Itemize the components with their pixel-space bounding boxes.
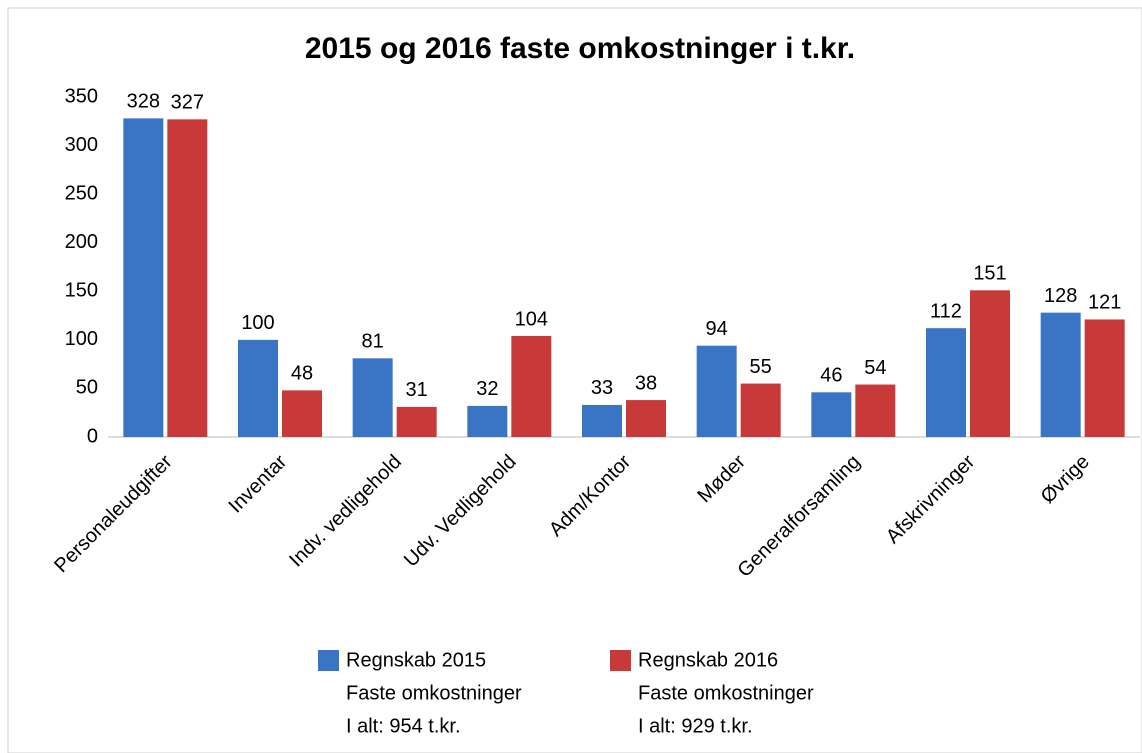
value-label: 38 bbox=[635, 372, 657, 394]
x-tick-label: Personaleudgifter bbox=[50, 450, 177, 577]
x-tick-label: Udv. Vedligehold bbox=[400, 451, 521, 572]
y-tick-label: 350 bbox=[65, 85, 98, 107]
y-tick-label: 200 bbox=[65, 231, 98, 253]
bar bbox=[352, 358, 393, 437]
bar bbox=[282, 390, 322, 437]
value-label: 121 bbox=[1088, 292, 1121, 314]
chart-frame bbox=[7, 7, 1142, 753]
value-label: 328 bbox=[127, 91, 160, 113]
bar bbox=[1084, 319, 1125, 437]
bar bbox=[626, 400, 666, 437]
value-label: 31 bbox=[406, 379, 428, 401]
value-label: 48 bbox=[291, 363, 313, 385]
legend-note: Faste omkostninger bbox=[638, 682, 814, 704]
value-label: 94 bbox=[706, 318, 728, 340]
x-tick-label: Øvrige bbox=[1037, 451, 1094, 508]
bar bbox=[396, 406, 437, 437]
bar bbox=[811, 392, 852, 437]
value-label: 151 bbox=[973, 263, 1006, 285]
y-tick-label: 150 bbox=[65, 280, 98, 302]
value-label: 46 bbox=[820, 365, 842, 387]
y-tick-label: 0 bbox=[87, 425, 98, 447]
chart-title: 2015 og 2016 faste omkostninger i t.kr. bbox=[305, 32, 855, 65]
bar bbox=[511, 335, 552, 437]
value-label: 104 bbox=[515, 308, 548, 330]
bar bbox=[1040, 312, 1081, 437]
legend-label: Regnskab 2016 bbox=[638, 649, 778, 671]
bar bbox=[696, 345, 737, 437]
value-label: 112 bbox=[930, 300, 962, 322]
value-label: 100 bbox=[241, 312, 274, 334]
value-label: 33 bbox=[591, 377, 613, 399]
legend-note: I alt: 929 t.kr. bbox=[638, 715, 753, 737]
bar bbox=[582, 404, 622, 437]
value-label: 327 bbox=[171, 92, 204, 114]
bar bbox=[855, 384, 896, 437]
y-tick-label: 50 bbox=[76, 377, 98, 399]
bar bbox=[123, 118, 164, 437]
value-label: 81 bbox=[362, 331, 384, 353]
x-tick-label: Møder bbox=[694, 450, 751, 507]
value-label: 55 bbox=[750, 356, 772, 378]
legend-swatch bbox=[610, 650, 631, 671]
y-tick-label: 250 bbox=[65, 182, 98, 204]
legend-note: I alt: 954 t.kr. bbox=[346, 715, 461, 737]
x-tick-label: Adm/Kontor bbox=[545, 450, 635, 540]
legend-label: Regnskab 2015 bbox=[346, 649, 486, 671]
bar bbox=[970, 290, 1010, 437]
bar bbox=[467, 405, 508, 437]
bar bbox=[167, 119, 208, 437]
x-tick-label: Inventar bbox=[225, 450, 292, 517]
legend-note: Faste omkostninger bbox=[346, 682, 522, 704]
value-label: 32 bbox=[476, 378, 498, 400]
y-tick-label: 100 bbox=[65, 328, 98, 350]
bar bbox=[740, 383, 781, 437]
bar bbox=[926, 328, 966, 437]
x-tick-label: Generalforsamling bbox=[733, 451, 864, 582]
x-tick-label: Indv. vedligehold bbox=[285, 451, 406, 572]
value-label: 54 bbox=[864, 357, 886, 379]
y-tick-label: 300 bbox=[65, 134, 98, 156]
value-label: 128 bbox=[1044, 285, 1077, 307]
bar bbox=[238, 339, 278, 437]
legend-swatch bbox=[318, 650, 339, 671]
x-tick-label: Afskrivninger bbox=[882, 450, 980, 548]
